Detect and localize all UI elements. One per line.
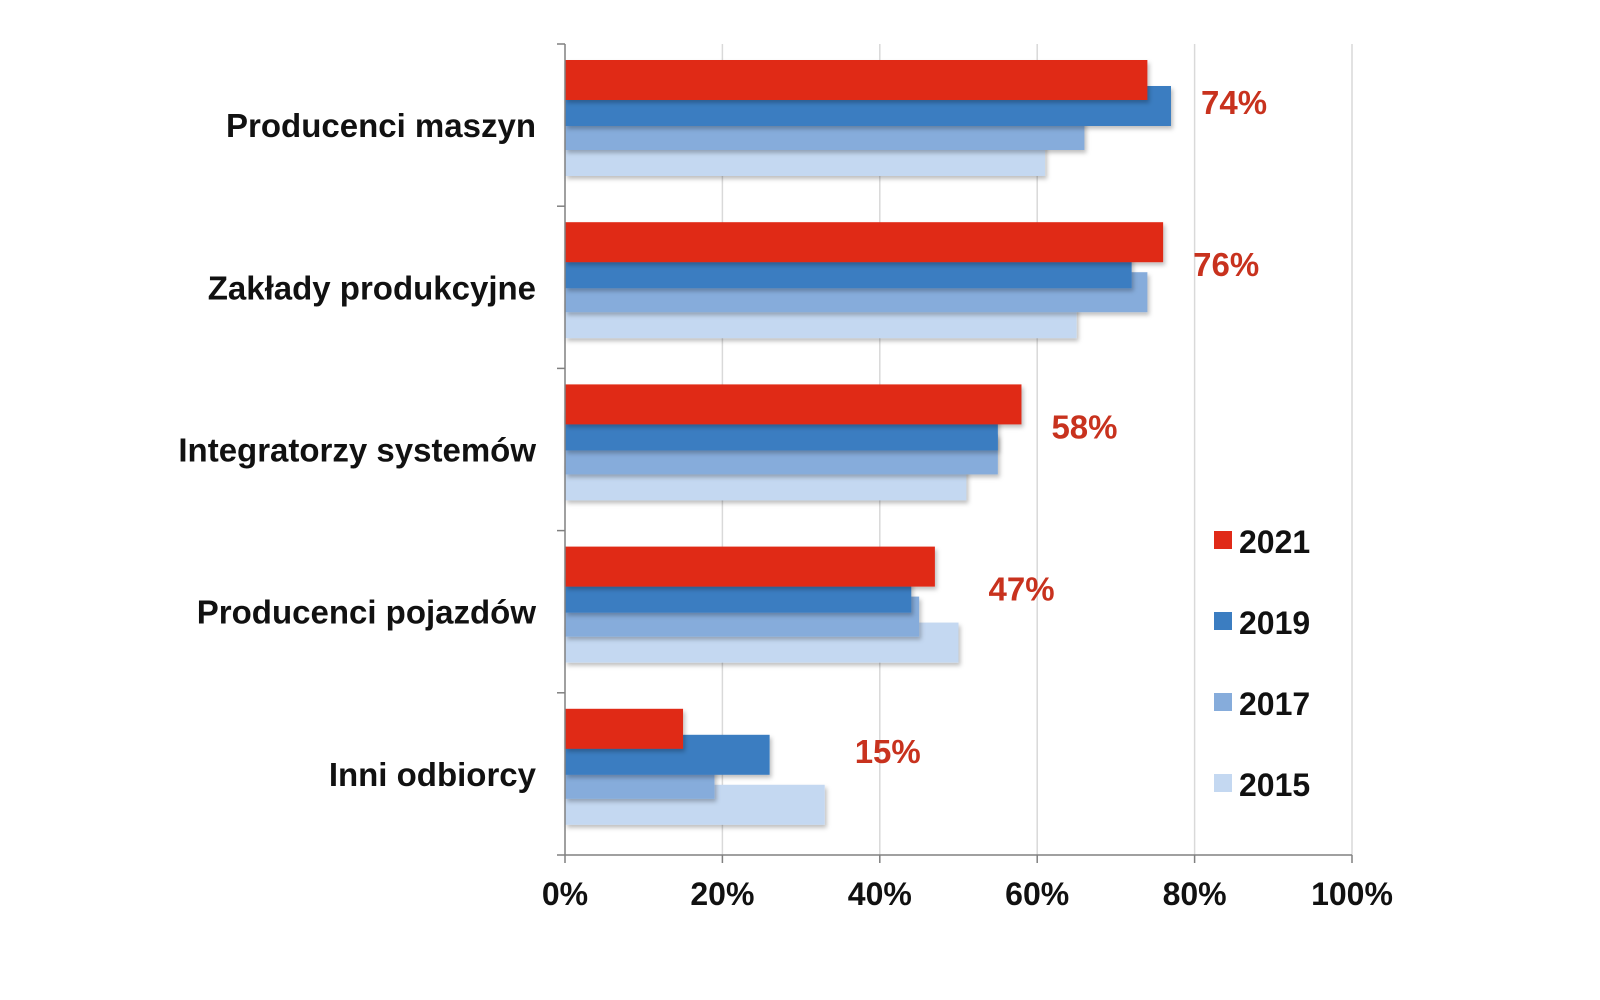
bar [565,60,1148,100]
legend-label: 2019 [1239,605,1310,641]
x-tick-label: 40% [848,876,912,912]
legend: 2021 2019 2017 2015 [1214,524,1310,803]
legend-label: 2015 [1239,767,1310,803]
gridlines [721,44,1353,855]
data-label: 15% [855,733,921,770]
data-label: 47% [989,571,1055,608]
legend-label: 2017 [1239,686,1310,722]
bar [565,546,935,587]
category-labels: Producenci maszyn Zakłady produkcyjne Inte… [178,107,536,793]
data-label: 58% [1051,408,1117,445]
legend-swatch [1214,531,1232,549]
data-label: 76% [1193,246,1259,283]
bar [565,222,1164,263]
x-tick-label: 80% [1163,876,1227,912]
x-tick-label: 20% [690,876,754,912]
x-tick-label: 60% [1005,876,1069,912]
bar [565,708,684,749]
bars [565,60,1171,825]
legend-label: 2021 [1239,524,1310,560]
legend-swatch [1214,774,1232,792]
category-label: Inni odbiorcy [329,756,537,793]
category-label: Producenci pojazdów [197,594,537,631]
legend-swatch [1214,612,1232,630]
x-tick-labels: 0% 20% 40% 60% 80% 100% [542,876,1393,912]
data-labels: 74% 76% 58% 47% 15% [855,84,1267,770]
category-label: Integratorzy systemów [178,432,536,469]
legend-swatch [1214,693,1232,711]
x-tick-label: 100% [1311,876,1393,912]
category-label: Zakłady produkcyjne [208,269,536,306]
axes [557,43,1353,863]
category-label: Producenci maszyn [226,107,536,144]
x-tick-label: 0% [542,876,588,912]
data-label: 74% [1201,84,1267,121]
bar [565,384,1022,425]
